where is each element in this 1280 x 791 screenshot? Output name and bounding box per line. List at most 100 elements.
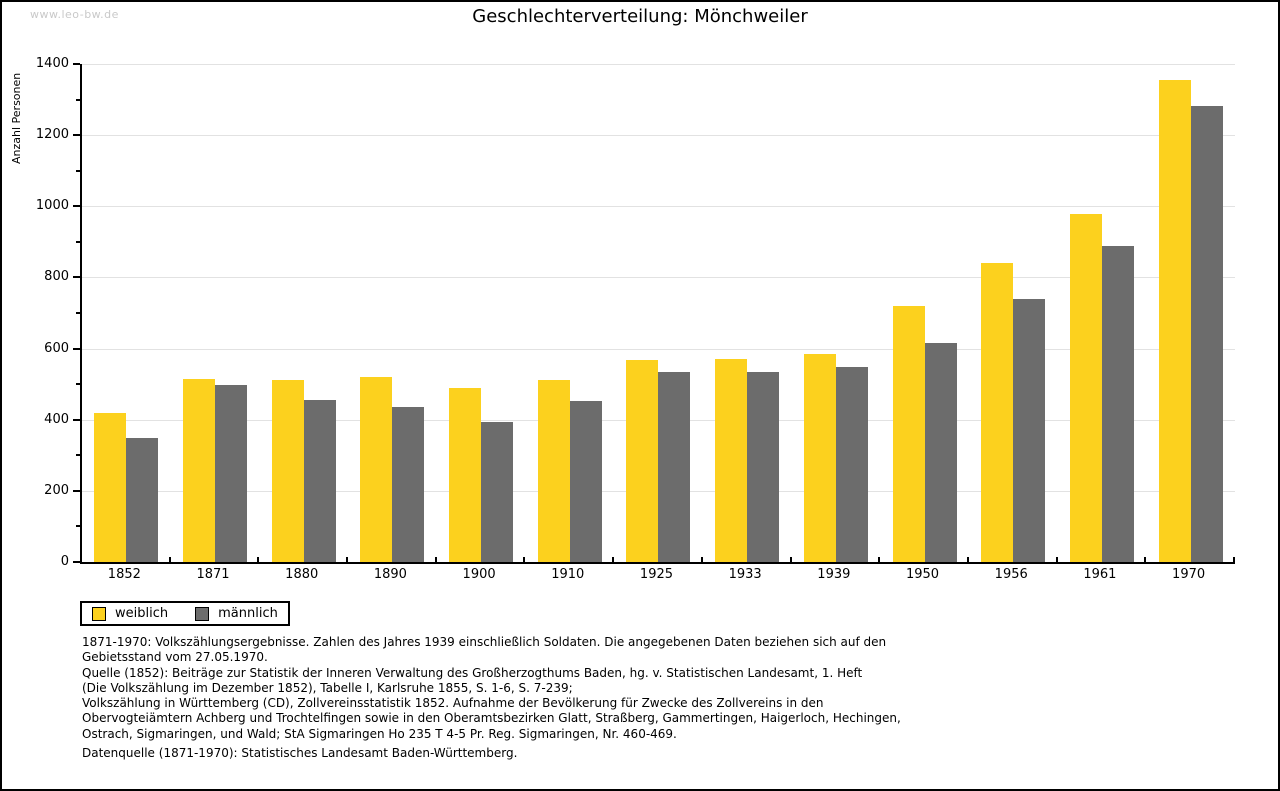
bar-group-1961: [1058, 64, 1147, 562]
x-boundary-tick-10: [966, 557, 969, 562]
y-tick-label-600: 600: [44, 340, 69, 356]
x-boundary-tick-12: [1144, 557, 1147, 562]
x-boundary-tick-1: [168, 557, 171, 562]
bar-männlich-1871: [215, 385, 248, 562]
x-boundary-tick-9: [878, 557, 881, 562]
bar-group-1910: [525, 64, 614, 562]
x-boundary-tick-13: [1233, 557, 1235, 562]
watermark: www.leo-bw.de: [30, 8, 119, 21]
x-boundary-tick-11: [1055, 557, 1058, 562]
footnotes: 1871-1970: Volkszählungsergebnisse. Zahl…: [82, 635, 901, 742]
bar-group-1890: [348, 64, 437, 562]
y-tick-400: [73, 418, 80, 421]
bar-group-1933: [703, 64, 792, 562]
y-axis-ticks: [73, 63, 80, 563]
y-tick-label-1200: 1200: [35, 127, 69, 143]
x-boundary-tick-8: [789, 557, 792, 562]
x-boundary-tick-6: [612, 557, 615, 562]
bar-group-1925: [614, 64, 703, 562]
bar-weiblich-1970: [1158, 79, 1191, 562]
bar-weiblich-1933: [715, 359, 748, 562]
x-label-1970: 1970: [1172, 567, 1206, 582]
y-tick-600: [73, 347, 80, 350]
legend-swatch-weiblich: [92, 606, 106, 621]
bar-group-1880: [259, 64, 348, 562]
bar-group-1852: [82, 64, 171, 562]
footnote-line-5: Volkszählung in Württemberg (CD), Zollve…: [82, 696, 824, 711]
footnote-line-4: (Die Volkszählung im Dezember 1852), Tab…: [82, 680, 573, 695]
x-label-1956: 1956: [994, 567, 1028, 582]
gridline-1200: [82, 135, 1235, 137]
x-label-1880: 1880: [285, 567, 319, 582]
bar-männlich-1910: [569, 400, 602, 562]
bar-weiblich-1890: [360, 377, 393, 562]
legend-swatch-männlich: [195, 606, 210, 621]
bar-weiblich-1925: [626, 359, 659, 562]
bar-weiblich-1956: [981, 263, 1014, 562]
y-tick-minor-1100: [76, 169, 80, 172]
bar-männlich-1950: [924, 342, 957, 562]
y-tick-minor-100: [76, 525, 80, 528]
y-tick-label-1000: 1000: [35, 198, 69, 214]
bar-männlich-1956: [1013, 299, 1046, 562]
bar-group-1939: [792, 64, 881, 562]
bar-männlich-1890: [392, 406, 425, 562]
x-label-1852: 1852: [107, 567, 141, 582]
y-tick-minor-1300: [76, 98, 80, 101]
y-tick-label-800: 800: [44, 269, 69, 285]
bar-männlich-1961: [1101, 245, 1134, 562]
bar-weiblich-1871: [183, 378, 216, 562]
legend: weiblich männlich: [80, 601, 290, 626]
x-label-1950: 1950: [905, 567, 940, 582]
legend-item-männlich: männlich: [195, 606, 278, 621]
y-tick-label-200: 200: [44, 482, 69, 498]
y-tick-minor-700: [76, 312, 80, 314]
x-boundary-tick-3: [346, 557, 349, 562]
footnote-line-1: 1871-1970: Volkszählungsergebnisse. Zahl…: [82, 635, 887, 649]
bar-group-1871: [171, 64, 260, 562]
footnote-line-7: Ostrach, Sigmaringen, und Wald; StA Sigm…: [82, 726, 677, 741]
x-label-1939: 1939: [817, 567, 851, 582]
y-tick-label-0: 0: [60, 554, 69, 569]
y-tick-minor-900: [76, 240, 80, 243]
footnote-line-3: Quelle (1852): Beiträge zur Statistik de…: [82, 665, 863, 680]
x-boundary-tick-7: [700, 557, 703, 562]
bar-männlich-1900: [481, 421, 514, 562]
y-tick-minor-500: [76, 383, 80, 386]
bar-weiblich-1939: [803, 353, 836, 562]
chart-title: Geschlechterverteilung: Mönchweiler: [472, 6, 808, 27]
x-label-1900: 1900: [462, 567, 496, 582]
bar-weiblich-1880: [271, 380, 304, 562]
gridline-1000: [82, 206, 1235, 208]
x-label-1961: 1961: [1083, 567, 1117, 582]
bar-männlich-1852: [126, 437, 159, 562]
y-tick-1200: [73, 134, 80, 137]
gridline-600: [82, 348, 1235, 350]
bar-männlich-1970: [1190, 105, 1223, 562]
footnote-line-2: Gebietsstand vom 27.05.1970.: [82, 650, 268, 665]
bar-group-1970: [1146, 64, 1235, 562]
gridline-800: [82, 277, 1235, 279]
bar-group-1956: [969, 64, 1058, 562]
legend-label-männlich: männlich: [218, 606, 278, 621]
gridline-1400: [82, 64, 1235, 65]
x-boundary-tick-4: [434, 557, 437, 562]
x-label-1871: 1871: [196, 567, 230, 582]
x-label-1933: 1933: [728, 567, 762, 582]
bar-männlich-1925: [658, 372, 691, 562]
plot-area: [80, 64, 1235, 564]
bar-weiblich-1961: [1069, 214, 1102, 562]
y-tick-0: [73, 561, 80, 563]
y-tick-minor-300: [76, 454, 80, 457]
y-tick-800: [73, 276, 80, 279]
x-axis-labels: 1852 1871 1880 1890 1900 1910 1925 1933 1939 1950…: [80, 567, 1233, 582]
bar-männlich-1939: [835, 367, 868, 562]
bar-group-1900: [437, 64, 526, 562]
bar-weiblich-1950: [892, 305, 925, 562]
bar-männlich-1880: [303, 400, 336, 562]
bar-weiblich-1852: [94, 412, 127, 562]
y-tick-label-1400: 1400: [35, 56, 69, 71]
x-label-1910: 1910: [551, 567, 585, 582]
x-label-1925: 1925: [639, 567, 674, 582]
